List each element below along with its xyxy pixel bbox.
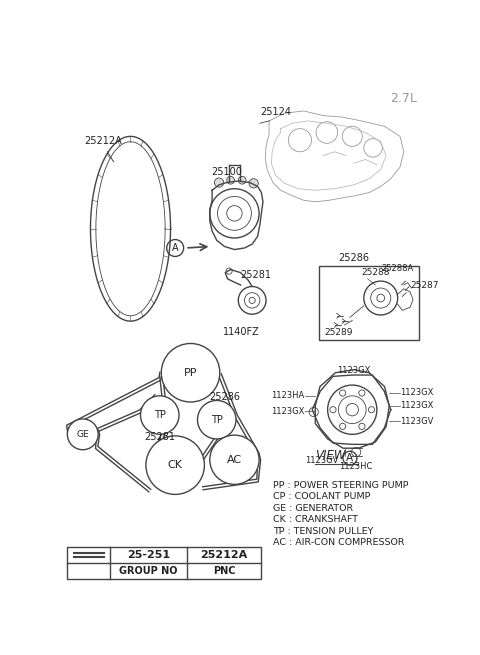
Circle shape [238,176,246,184]
Text: 1123GX: 1123GX [337,365,371,375]
Text: 25286: 25286 [338,253,370,263]
Text: 1140FZ: 1140FZ [223,327,260,337]
Circle shape [146,436,204,495]
Text: A: A [347,453,353,463]
Text: 25212A: 25212A [84,136,122,146]
Circle shape [210,435,259,485]
Text: CK: CK [168,460,183,470]
Text: 25-251: 25-251 [127,550,170,560]
Text: TP: TP [211,415,223,424]
Text: 1123HA: 1123HA [271,391,304,400]
Text: CP : COOLANT PUMP: CP : COOLANT PUMP [273,492,371,501]
Text: 1123GV: 1123GV [305,456,338,465]
Text: 25287: 25287 [410,282,439,290]
Text: TP : TENSION PULLEY: TP : TENSION PULLEY [273,527,373,536]
Text: GE: GE [76,430,89,439]
Text: 1123GV: 1123GV [400,417,433,426]
Text: 25212A: 25212A [201,550,248,560]
Text: AC: AC [227,455,242,465]
Bar [67,547,262,579]
Text: TP: TP [154,410,166,420]
Text: PP : POWER STEERING PUMP: PP : POWER STEERING PUMP [273,481,408,490]
Text: 25289: 25289 [324,328,353,337]
Circle shape [161,343,220,402]
Text: PNC: PNC [213,566,235,576]
Text: 2.7L: 2.7L [390,92,417,105]
Text: GROUP NO: GROUP NO [119,566,178,576]
Text: 25281: 25281 [240,271,271,280]
Text: 1123GX: 1123GX [400,388,433,398]
Text: A: A [172,243,179,253]
Text: CK : CRANKSHAFT: CK : CRANKSHAFT [273,515,358,524]
Circle shape [249,179,258,188]
Circle shape [227,176,234,184]
Text: 1123GX: 1123GX [271,407,304,416]
Circle shape [67,419,98,450]
Circle shape [197,400,236,439]
Text: 25124: 25124 [260,107,291,117]
Text: 25288A: 25288A [382,264,414,272]
Text: 25100: 25100 [211,167,242,177]
Text: PP: PP [184,367,197,378]
Circle shape [215,178,224,187]
Text: VIEW: VIEW [315,449,346,462]
Bar [319,266,419,341]
Text: 25286: 25286 [209,392,240,402]
Circle shape [141,396,179,434]
Text: 1123GX: 1123GX [400,402,433,410]
Text: GE : GENERATOR: GE : GENERATOR [273,504,353,513]
Text: 25288: 25288 [361,269,390,277]
Circle shape [167,240,184,257]
Text: AC : AIR-CON COMPRESSOR: AC : AIR-CON COMPRESSOR [273,538,405,548]
Text: 1123HC: 1123HC [339,462,373,471]
Text: 25281: 25281 [144,432,175,442]
